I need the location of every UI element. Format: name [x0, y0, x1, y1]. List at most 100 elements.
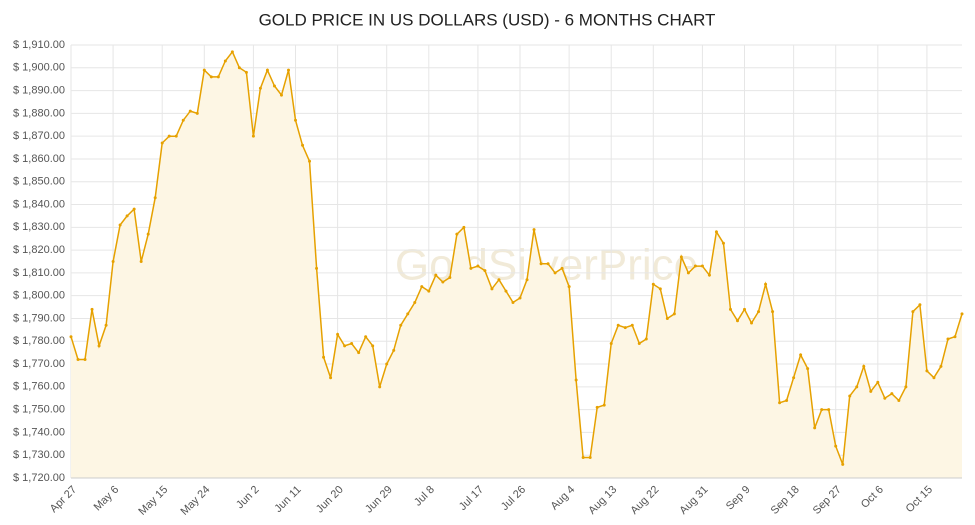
y-tick-label: $ 1,830.00	[13, 221, 65, 233]
data-point	[911, 310, 915, 314]
data-point	[764, 282, 768, 286]
y-tick-label: $ 1,770.00	[13, 358, 65, 370]
x-tick-label: Jun 29	[363, 484, 395, 516]
data-point	[286, 68, 290, 72]
data-point	[743, 307, 747, 311]
data-point	[153, 196, 157, 200]
y-tick-label: $ 1,800.00	[13, 290, 65, 302]
data-point	[167, 134, 171, 138]
data-point	[630, 323, 634, 327]
x-tick-label: Aug 22	[628, 484, 661, 517]
data-point	[118, 223, 122, 227]
data-point	[721, 241, 725, 245]
x-tick-label: Jul 17	[457, 484, 486, 513]
data-point	[490, 287, 494, 291]
data-point	[855, 385, 859, 389]
data-point	[188, 109, 192, 113]
data-point	[623, 326, 627, 330]
y-tick-label: $ 1,780.00	[13, 335, 65, 347]
data-point	[707, 273, 711, 277]
data-point	[343, 344, 347, 348]
data-point	[539, 262, 543, 266]
data-point	[532, 228, 536, 232]
x-tick-label: Aug 31	[677, 484, 710, 517]
data-point	[904, 385, 908, 389]
data-point	[932, 376, 936, 380]
data-point	[574, 378, 578, 382]
data-point	[848, 394, 852, 398]
data-point	[125, 214, 129, 218]
data-point	[406, 312, 410, 316]
data-point	[946, 337, 950, 341]
x-tick-label: Sep 27	[811, 484, 844, 517]
data-point	[462, 225, 466, 229]
data-point	[953, 335, 957, 339]
data-point	[609, 342, 613, 346]
data-point	[728, 307, 732, 311]
data-point	[778, 401, 782, 405]
y-tick-label: $ 1,720.00	[13, 472, 65, 484]
data-point	[757, 310, 761, 314]
data-point	[76, 357, 80, 361]
data-point	[841, 462, 845, 466]
x-tick-label: Oct 6	[859, 484, 886, 511]
area	[71, 51, 962, 479]
data-point	[497, 278, 501, 282]
y-tick-label: $ 1,900.00	[13, 62, 65, 74]
data-point	[806, 367, 810, 371]
data-point	[209, 75, 213, 79]
x-tick-label: May 6	[92, 484, 122, 514]
y-tick-label: $ 1,760.00	[13, 381, 65, 393]
data-point	[771, 310, 775, 314]
data-point	[174, 134, 178, 138]
y-tick-label: $ 1,880.00	[13, 107, 65, 119]
x-tick-label: Jul 8	[412, 484, 437, 509]
data-point	[862, 364, 866, 368]
data-point	[686, 271, 690, 275]
data-point	[581, 455, 585, 459]
data-point	[265, 68, 269, 72]
data-point	[960, 312, 964, 316]
data-point	[301, 143, 305, 147]
x-tick-label: Apr 27	[48, 484, 79, 515]
data-point	[553, 271, 557, 275]
data-point	[792, 376, 796, 380]
x-tick-label: Jun 20	[314, 484, 346, 516]
data-point	[364, 335, 368, 339]
data-point	[785, 399, 789, 403]
data-point	[813, 426, 817, 430]
data-point	[329, 376, 333, 380]
data-point	[827, 408, 831, 412]
data-point	[181, 118, 185, 122]
x-tick-label: Jul 26	[499, 484, 528, 513]
data-point	[834, 444, 838, 448]
data-point	[595, 405, 599, 409]
data-point	[350, 342, 354, 346]
chart-title: GOLD PRICE IN US DOLLARS (USD) - 6 MONTH…	[259, 10, 716, 29]
data-point	[897, 399, 901, 403]
x-tick-label: Jun 2	[234, 484, 262, 512]
data-point	[546, 262, 550, 266]
data-point	[413, 301, 417, 305]
data-point	[679, 255, 683, 259]
x-tick-label: Sep 18	[769, 484, 802, 517]
data-point	[518, 296, 522, 300]
data-point	[644, 337, 648, 341]
data-point	[146, 232, 150, 236]
data-point	[272, 84, 276, 88]
data-point	[700, 264, 704, 268]
data-point	[251, 134, 255, 138]
data-point	[420, 285, 424, 289]
data-point	[567, 285, 571, 289]
data-point	[223, 59, 227, 63]
data-point	[336, 332, 340, 336]
data-point	[83, 357, 87, 361]
data-point	[869, 389, 873, 393]
y-tick-label: $ 1,860.00	[13, 153, 65, 165]
data-point	[602, 403, 606, 407]
x-tick-label: Sep 9	[724, 484, 753, 513]
y-tick-label: $ 1,890.00	[13, 84, 65, 96]
data-point	[925, 369, 929, 373]
data-point	[637, 342, 641, 346]
